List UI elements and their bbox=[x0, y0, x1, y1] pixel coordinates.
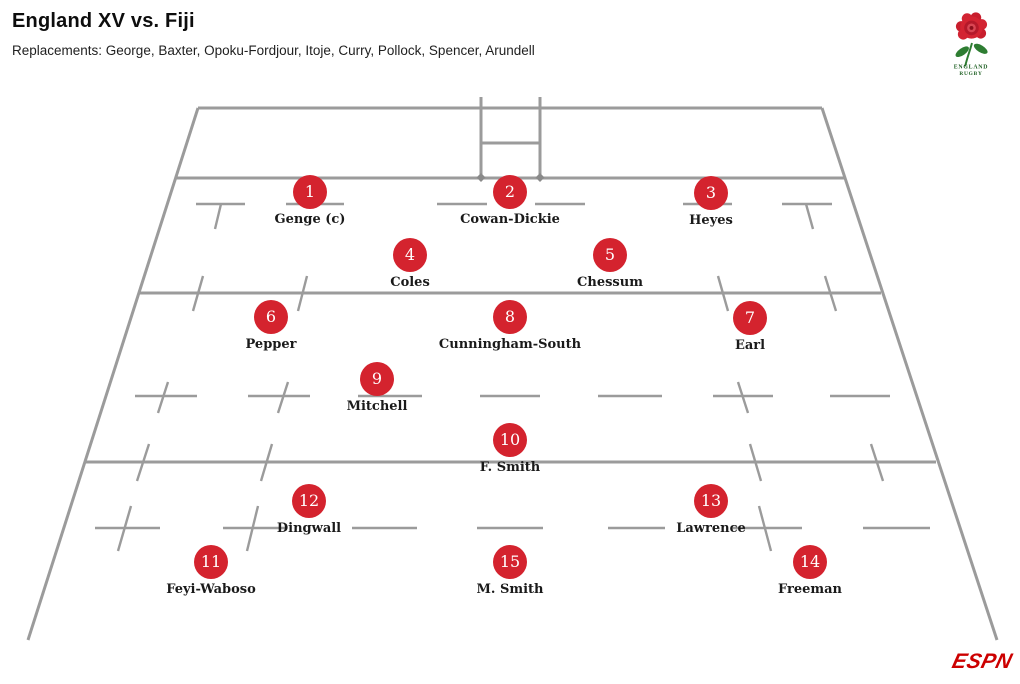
player-12: 12 Dingwall bbox=[277, 484, 341, 536]
player-number-badge: 7 bbox=[733, 301, 767, 335]
player-number-badge: 11 bbox=[194, 545, 228, 579]
player-name-label: Mitchell bbox=[346, 399, 408, 414]
halfway-line-ticks bbox=[135, 443, 885, 482]
player-4: 4 Coles bbox=[390, 238, 430, 290]
touchline-left bbox=[26, 107, 200, 641]
player-name-label: F. Smith bbox=[479, 460, 541, 475]
player-name-label: Cowan-Dickie bbox=[460, 212, 560, 227]
player-name-label: M. Smith bbox=[476, 582, 544, 597]
player-3: 3 Heyes bbox=[689, 176, 733, 228]
twenty-two-line-ticks bbox=[191, 275, 838, 312]
player-number-badge: 1 bbox=[293, 175, 327, 209]
player-name-label: Dingwall bbox=[276, 521, 342, 536]
espn-logo-text: ESPN bbox=[950, 649, 1014, 673]
player-1: 1 Genge (c) bbox=[275, 175, 345, 227]
ten-metre-dash-row-upper bbox=[135, 381, 890, 414]
player-name-label: Heyes bbox=[689, 213, 733, 228]
player-10: 10 F. Smith bbox=[480, 423, 540, 475]
player-5: 5 Chessum bbox=[577, 238, 643, 290]
header: England XV vs. Fiji Replacements: George… bbox=[12, 10, 535, 58]
touchline-right bbox=[820, 107, 999, 641]
player-number-badge: 15 bbox=[493, 545, 527, 579]
player-number-badge: 10 bbox=[493, 423, 527, 457]
player-8: 8 Cunningham-South bbox=[439, 300, 581, 352]
player-13: 13 Lawrence bbox=[676, 484, 746, 536]
player-name-label: Genge (c) bbox=[274, 212, 346, 227]
player-number-badge: 14 bbox=[793, 545, 827, 579]
player-name-label: Chessum bbox=[577, 275, 643, 290]
player-name-label: Lawrence bbox=[676, 521, 746, 536]
player-14: 14 Freeman bbox=[778, 545, 842, 597]
player-number-badge: 6 bbox=[254, 300, 288, 334]
player-2: 2 Cowan-Dickie bbox=[460, 175, 560, 227]
player-number-badge: 4 bbox=[393, 238, 427, 272]
pitch-lines bbox=[26, 97, 999, 641]
crest-text-rugby: RUGBY bbox=[959, 71, 982, 77]
page-title: England XV vs. Fiji bbox=[12, 10, 195, 32]
ten-metre-dash-row-lower bbox=[95, 505, 930, 552]
player-9: 9 Mitchell bbox=[347, 362, 407, 414]
player-name-label: Cunningham-South bbox=[438, 337, 582, 352]
goal-post-bases bbox=[476, 173, 545, 182]
player-number-badge: 12 bbox=[292, 484, 326, 518]
player-11: 11 Feyi-Waboso bbox=[166, 545, 256, 597]
player-name-label: Coles bbox=[390, 275, 430, 290]
player-number-badge: 5 bbox=[593, 238, 627, 272]
player-number-badge: 2 bbox=[493, 175, 527, 209]
player-name-label: Earl bbox=[734, 338, 766, 353]
england-rugby-rose-icon: ENGLAND RUGBY bbox=[954, 12, 989, 77]
player-number-badge: 13 bbox=[694, 484, 728, 518]
player-number-badge: 9 bbox=[360, 362, 394, 396]
player-name-label: Feyi-Waboso bbox=[166, 582, 256, 597]
replacements-line: Replacements: George, Baxter, Opoku-Ford… bbox=[12, 43, 535, 58]
player-6: 6 Pepper bbox=[246, 300, 297, 352]
player-15: 15 M. Smith bbox=[477, 545, 543, 597]
player-number-badge: 3 bbox=[694, 176, 728, 210]
goal-posts bbox=[479, 97, 542, 179]
player-name-label: Pepper bbox=[245, 337, 297, 352]
crest-text-england: ENGLAND bbox=[954, 64, 989, 70]
player-name-label: Freeman bbox=[777, 582, 843, 597]
player-7: 7 Earl bbox=[733, 301, 767, 353]
espn-logo: ESPN bbox=[950, 649, 1014, 673]
player-number-badge: 8 bbox=[493, 300, 527, 334]
